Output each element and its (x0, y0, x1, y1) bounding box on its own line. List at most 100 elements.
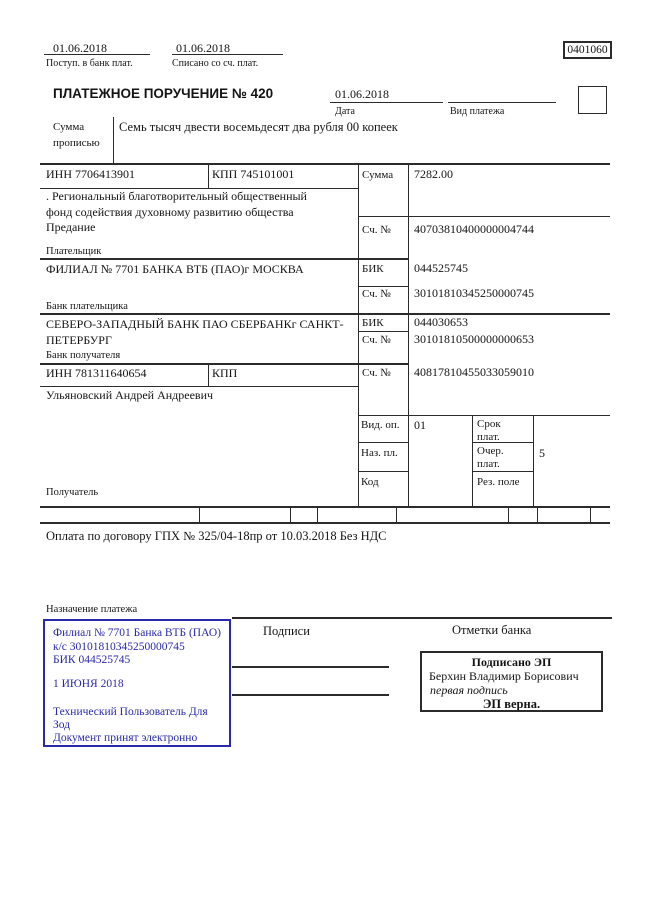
payee-kpp: КПП (212, 366, 238, 380)
table-border (40, 506, 610, 508)
payer-bank-section-label: Банк плательщика (46, 301, 128, 312)
payer-kpp: КПП 745101001 (212, 167, 295, 181)
payee-bank-bik-value: 044030653 (414, 315, 468, 329)
tax-cell-divider (396, 506, 397, 522)
bank-stamp-line: Технический Пользователь Для Зод (53, 706, 208, 731)
payee-account-label: Сч. № (362, 367, 391, 379)
debited-date-label: Списано со сч. плат. (172, 58, 259, 69)
signature-line (232, 694, 389, 696)
table-border (358, 286, 408, 287)
form-code-box: 0401060 (563, 41, 612, 59)
signature-line (232, 666, 389, 668)
payment-purpose-label: Назначение платежа (46, 604, 138, 615)
payer-account-value: 40703810400000004744 (414, 222, 534, 236)
bank-stamp-line: БИК 044525745 (53, 654, 131, 666)
rule (44, 54, 150, 55)
received-date-label: Поступ. в банк плат. (46, 58, 133, 69)
tax-cell-divider (199, 506, 200, 522)
e-signature-verified: ЭП верна. (482, 697, 541, 711)
tax-cell-divider (537, 506, 538, 522)
table-border (358, 415, 610, 416)
code-label: Код (361, 476, 379, 488)
payer-name: . Региональный благотворительный обществ… (46, 189, 307, 234)
e-signature-title: Подписано ЭП (471, 655, 552, 669)
date-label: Дата (335, 106, 355, 117)
bank-stamp-box: Филиал № 7701 Банка ВТБ (ПАО) к/с 301018… (43, 619, 231, 747)
amount-words-label: Сумма прописью (53, 121, 100, 149)
sum-value: 7282.00 (414, 167, 453, 181)
payer-bank-account-label: Сч. № (362, 288, 391, 300)
payer-bank-account-value: 30101810345250000745 (414, 286, 534, 300)
page-title: ПЛАТЕЖНОЕ ПОРУЧЕНИЕ № 420 (53, 86, 274, 101)
table-border (472, 471, 533, 472)
bank-stamp-line: Филиал № 7701 Банка ВТБ (ПАО) (53, 627, 221, 639)
bank-stamp-line: к/с 30101810345250000745 (53, 641, 185, 653)
priority-value: 5 (539, 446, 545, 460)
rule (172, 54, 283, 55)
table-border (40, 163, 610, 165)
payer-bank-bik-label: БИК (362, 263, 384, 275)
table-border (408, 163, 409, 506)
tax-cell-divider (590, 506, 591, 522)
table-border (40, 313, 610, 315)
table-border (358, 471, 408, 472)
e-signature-signer: Берхин Владимир Борисович (429, 669, 579, 683)
table-border (358, 442, 408, 443)
payer-inn: ИНН 7706413901 (46, 167, 135, 181)
payment-purpose-text: Оплата по договору ГПХ № 325/04-18пр от … (46, 529, 387, 543)
sum-label: Сумма (362, 169, 394, 181)
reserve-field-label: Рез. поле (477, 476, 520, 488)
table-border (472, 415, 473, 506)
table-border (208, 363, 209, 386)
table-border (533, 415, 534, 506)
pay-term-label: Срок плат. (477, 418, 501, 443)
tax-cell-divider (317, 506, 318, 522)
e-signature-kind: первая подпись (430, 683, 508, 697)
tax-cell-divider (290, 506, 291, 522)
debited-date: 01.06.2018 (176, 41, 230, 55)
payee-bank-account-value: 30101810500000000653 (414, 332, 534, 346)
payer-account-label: Сч. № (362, 224, 391, 236)
rule (330, 102, 443, 103)
table-border (358, 216, 610, 217)
rule (448, 102, 556, 103)
payee-bank-account-label: Сч. № (362, 334, 391, 346)
signatures-label: Подписи (263, 624, 310, 638)
payment-kind-checkbox (578, 86, 607, 114)
payee-bank-section-label: Банк получателя (46, 350, 121, 361)
table-border (40, 363, 408, 365)
payee-name: Ульяновский Андрей Андреевич (46, 388, 214, 402)
table-border (40, 188, 358, 189)
payment-kind-label: Вид платежа (450, 106, 505, 117)
form-code: 0401060 (567, 44, 608, 56)
table-border (208, 163, 209, 188)
payer-bank-name: ФИЛИАЛ № 7701 БАНКА ВТБ (ПАО)г МОСКВА (46, 262, 304, 276)
table-border (358, 163, 359, 506)
purpose-code-label: Наз. пл. (361, 447, 398, 459)
table-border (358, 331, 408, 332)
payee-section-label: Получатель (46, 487, 99, 498)
bank-stamp-date: 1 ИЮНЯ 2018 (53, 678, 124, 690)
bank-marks-label: Отметки банка (452, 623, 532, 637)
table-border (40, 386, 358, 387)
amount-words-value: Семь тысяч двести восемьдесят два рубля … (119, 120, 398, 134)
document-date: 01.06.2018 (335, 87, 389, 101)
tax-cell-divider (508, 506, 509, 522)
e-signature-box: Подписано ЭП Берхин Владимир Борисович п… (420, 651, 603, 712)
table-border (40, 522, 610, 524)
op-kind-value: 01 (414, 418, 426, 432)
priority-label: Очер. плат. (477, 445, 504, 470)
payee-bank-name: СЕВЕРО-ЗАПАДНЫЙ БАНК ПАО СБЕРБАНКг САНКТ… (46, 317, 344, 347)
bank-stamp-line: Документ принят электронно (53, 732, 198, 744)
rule (113, 117, 114, 163)
table-border (472, 442, 533, 443)
rule (232, 617, 612, 619)
op-kind-label: Вид. оп. (361, 419, 400, 431)
payee-inn: ИНН 781311640654 (46, 366, 147, 380)
payee-account-value: 40817810455033059010 (414, 365, 534, 379)
payer-bank-bik-value: 044525745 (414, 261, 468, 275)
table-border (40, 258, 408, 260)
payer-section-label: Плательщик (46, 246, 102, 257)
received-date: 01.06.2018 (53, 41, 107, 55)
